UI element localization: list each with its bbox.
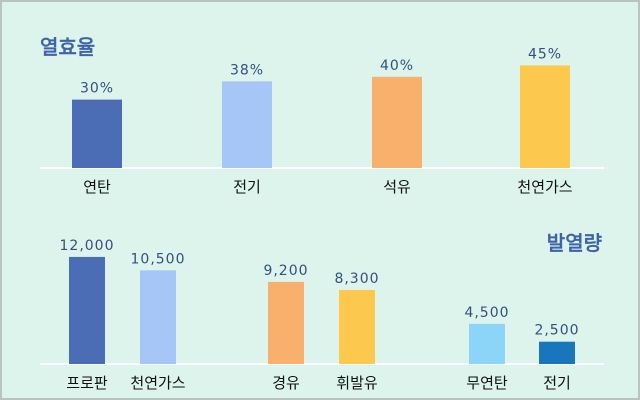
- heating-value-value-label-0: 12,000: [60, 238, 115, 254]
- heating-value-bar-3: [339, 289, 375, 364]
- heating-value-category-label-1: 천연가스: [130, 374, 185, 392]
- heating-value-bar-1: [140, 270, 176, 364]
- efficiency-category-label-0: 연탄: [83, 178, 111, 196]
- heating-value-title: 발열량: [547, 231, 603, 255]
- efficiency-category-label-3: 천연가스: [517, 178, 572, 196]
- heating-value-value-label-1: 10,500: [131, 251, 186, 267]
- efficiency-bar-1: [222, 81, 272, 168]
- efficiency-category-label-1: 전기: [233, 178, 261, 196]
- thermal-efficiency-panel: 열효율 30% 연탄 38% 전기 40% 석유 45% 천연가스: [40, 35, 604, 196]
- efficiency-bar-2: [372, 76, 422, 168]
- heating-value-bar-0: [69, 256, 105, 364]
- efficiency-bar-0: [72, 99, 122, 168]
- thermal-efficiency-title: 열효율: [40, 35, 95, 59]
- heating-value-category-label-0: 프로판: [66, 374, 108, 392]
- efficiency-value-label-3: 45%: [528, 46, 562, 62]
- heating-value-category-label-4: 무연탄: [466, 374, 508, 392]
- heating-value-bar-2: [268, 281, 304, 364]
- heating-value-value-label-5: 2,500: [534, 323, 579, 339]
- efficiency-value-label-1: 38%: [230, 62, 264, 78]
- heating-value-bar-5: [539, 341, 575, 364]
- heating-value-value-label-2: 9,200: [263, 263, 308, 279]
- efficiency-bar-3: [520, 65, 570, 168]
- heating-value-category-label-5: 전기: [543, 374, 571, 392]
- heating-value-panel: 발열량 12,000 프로판 10,500 천연가스 9,200 경유 8,300 휘발유 4,…: [40, 231, 604, 392]
- efficiency-value-label-2: 40%: [380, 58, 414, 74]
- heating-value-category-label-2: 경유: [272, 374, 300, 392]
- efficiency-value-label-0: 30%: [80, 81, 114, 97]
- efficiency-category-label-2: 석유: [383, 178, 411, 196]
- heating-value-value-label-4: 4,500: [464, 305, 509, 321]
- heating-value-category-label-3: 휘발유: [336, 374, 378, 392]
- heating-value-bar-4: [469, 323, 505, 364]
- heating-value-value-label-3: 8,300: [334, 271, 379, 287]
